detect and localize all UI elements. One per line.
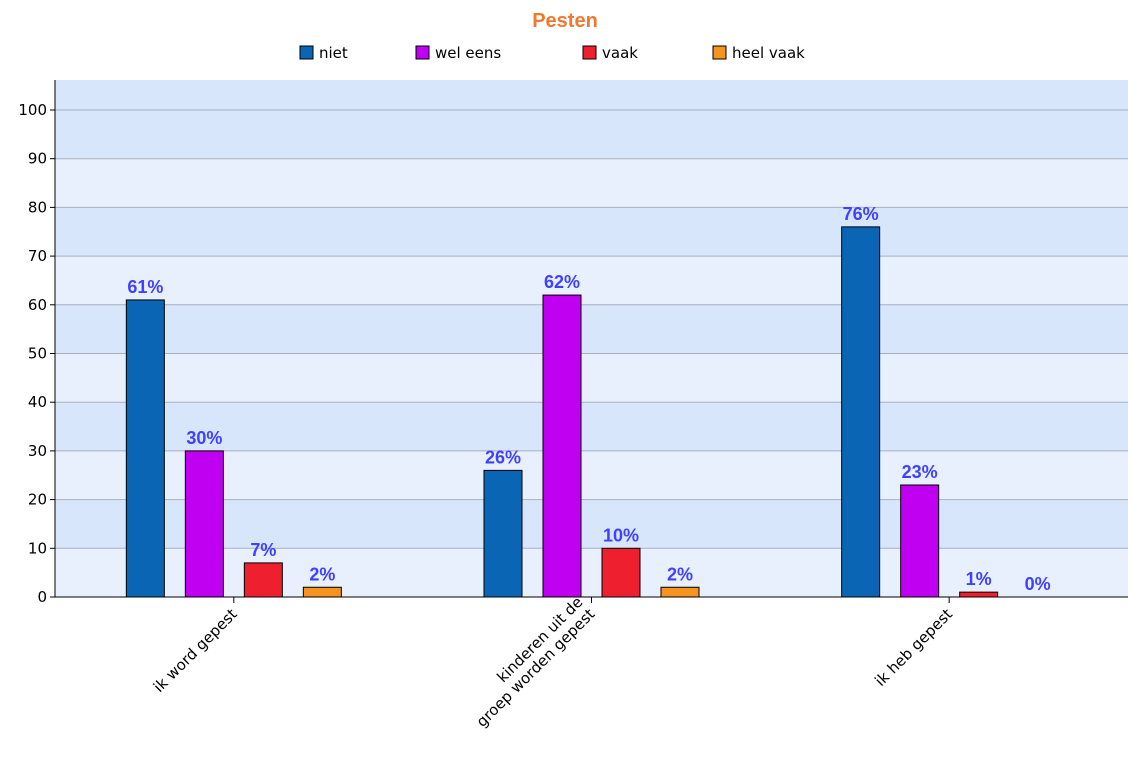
plot-band <box>55 402 1128 451</box>
plot-band <box>55 207 1128 257</box>
bar <box>483 469 523 598</box>
bar <box>900 484 940 598</box>
plot-band <box>55 80 1128 110</box>
plot-band <box>55 304 1128 354</box>
y-tick-label: 80 <box>28 198 47 216</box>
x-tick-label: ik heb gepest <box>871 605 956 690</box>
data-label: 2% <box>667 564 693 584</box>
y-tick-label: 60 <box>28 296 47 314</box>
y-tick-label: 40 <box>28 393 47 411</box>
y-tick-label: 50 <box>28 345 47 363</box>
plot-area: 0 10 20 30 40 50 60 70 80 90 100 61% 30% 7% 2% ik word … <box>18 80 1128 731</box>
legend: niet wel eens vaak heel vaak <box>299 44 805 62</box>
x-tick-label: ik word gepest <box>150 605 241 696</box>
bar <box>601 547 641 598</box>
bar <box>243 562 283 598</box>
data-label: 1% <box>966 569 992 589</box>
data-label: 23% <box>902 462 938 482</box>
data-label: 7% <box>250 540 276 560</box>
data-label: 0% <box>1025 574 1051 594</box>
plot-band <box>55 110 1128 159</box>
bar <box>660 586 700 598</box>
data-label: 30% <box>186 428 222 448</box>
legend-label: niet <box>319 44 348 62</box>
legend-swatch <box>582 45 597 60</box>
data-label: 26% <box>485 447 521 467</box>
y-tick-label: 100 <box>18 101 47 119</box>
legend-label: wel eens <box>435 44 501 62</box>
data-label: 10% <box>603 525 639 545</box>
bar <box>841 226 881 598</box>
data-label: 76% <box>843 204 879 224</box>
chart-title: Pesten <box>532 10 598 32</box>
plot-band <box>55 450 1128 500</box>
bar <box>125 299 165 598</box>
plot-band <box>55 548 1128 597</box>
data-label: 2% <box>309 564 335 584</box>
y-tick-label: 0 <box>37 588 47 606</box>
legend-swatch <box>712 45 727 60</box>
data-label: 62% <box>544 272 580 292</box>
x-tick-label: kinderen uit degroep worden gepest <box>461 593 599 731</box>
bar <box>959 591 999 598</box>
bar <box>184 450 224 598</box>
plot-band <box>55 353 1128 403</box>
legend-swatch <box>415 45 430 60</box>
legend-swatch <box>299 45 314 60</box>
y-tick-label: 20 <box>28 491 47 509</box>
plot-band <box>55 499 1128 549</box>
y-tick-label: 70 <box>28 247 47 265</box>
y-tick-label: 90 <box>28 150 47 168</box>
legend-label: vaak <box>602 44 638 62</box>
bar <box>302 586 342 598</box>
legend-label: heel vaak <box>732 44 805 62</box>
plot-band <box>55 256 1128 305</box>
data-label: 61% <box>127 277 163 297</box>
y-tick-label: 10 <box>28 539 47 557</box>
y-tick-label: 30 <box>28 442 47 460</box>
plot-band <box>55 158 1128 208</box>
bar <box>542 294 582 598</box>
